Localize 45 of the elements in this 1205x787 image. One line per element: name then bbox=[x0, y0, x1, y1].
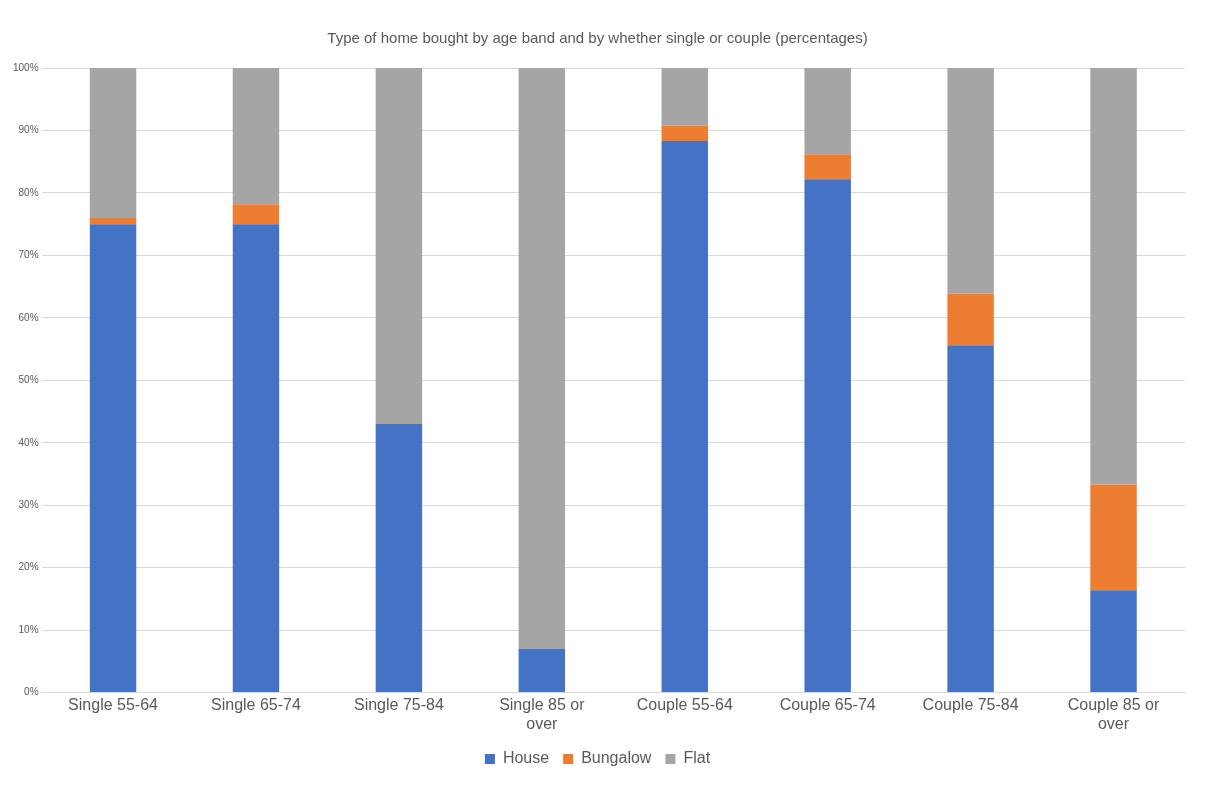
bar bbox=[518, 68, 566, 649]
bar bbox=[1090, 590, 1137, 693]
bar bbox=[1090, 484, 1137, 591]
y-tick-label: 80% bbox=[18, 186, 39, 198]
bar bbox=[232, 224, 280, 693]
y-tick-label: 90% bbox=[18, 124, 39, 136]
chart-title: Type of home bought by age band and by whether single or couple (percentages) bbox=[327, 29, 868, 47]
bar bbox=[804, 179, 851, 693]
bar bbox=[947, 68, 994, 294]
x-tick-label: Single 85 or over bbox=[499, 695, 586, 732]
bar bbox=[661, 68, 708, 126]
bar bbox=[89, 217, 137, 225]
y-tick-label: 20% bbox=[18, 561, 39, 573]
x-tick-label: Couple 75-84 bbox=[922, 695, 1019, 713]
legend-label: Bungalow bbox=[581, 749, 652, 767]
x-tick-label: Single 65-74 bbox=[211, 695, 301, 713]
bar bbox=[232, 204, 280, 225]
y-tick-label: 70% bbox=[18, 249, 39, 261]
y-tick-label: 60% bbox=[18, 311, 39, 323]
y-tick-label: 100% bbox=[13, 61, 39, 73]
bar bbox=[518, 648, 566, 693]
bar bbox=[661, 141, 708, 693]
bar bbox=[947, 293, 994, 346]
bar bbox=[375, 68, 423, 425]
bar bbox=[1090, 68, 1137, 485]
bar bbox=[804, 154, 851, 180]
bar bbox=[661, 125, 708, 142]
bar bbox=[375, 424, 423, 693]
x-tick-label: Single 75-84 bbox=[353, 695, 444, 713]
bar bbox=[947, 345, 994, 693]
y-tick-label: 40% bbox=[18, 436, 39, 448]
x-tick-label: Couple 85 or over bbox=[1067, 695, 1161, 732]
x-tick-label: Couple 65-74 bbox=[779, 695, 876, 713]
y-tick-label: 10% bbox=[18, 623, 39, 635]
bar bbox=[89, 224, 137, 693]
legend-label: House bbox=[502, 749, 550, 767]
x-tick-label: Couple 55-64 bbox=[636, 695, 733, 713]
y-tick-label: 50% bbox=[18, 374, 39, 386]
bar bbox=[89, 68, 137, 218]
legend-label: Flat bbox=[683, 749, 711, 767]
bar bbox=[232, 68, 280, 205]
x-tick-label: Single 55-64 bbox=[68, 695, 159, 713]
y-tick-label: 0% bbox=[24, 686, 39, 698]
bar bbox=[804, 68, 851, 155]
y-tick-label: 30% bbox=[18, 498, 39, 510]
